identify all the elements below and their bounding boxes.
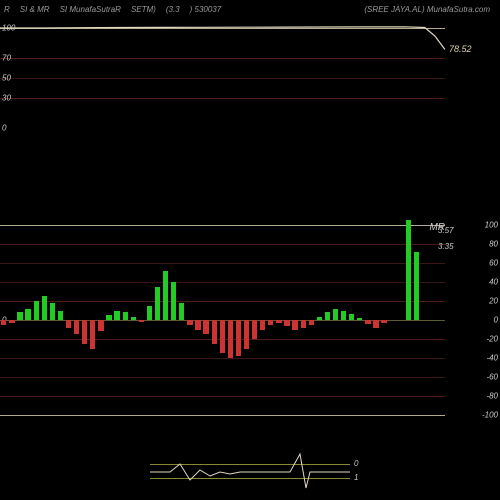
hdr-b: SI & MR xyxy=(20,5,50,14)
mr-bar xyxy=(147,306,152,320)
mr-bar xyxy=(74,320,79,334)
si-panel: 10070503078.520 xyxy=(0,18,500,128)
mr-bar xyxy=(381,320,386,323)
mr-bar xyxy=(276,320,281,323)
y-axis-label-right: -20 xyxy=(486,335,498,344)
mr-bar xyxy=(1,320,6,325)
mr-bar xyxy=(203,320,208,334)
gridline xyxy=(0,282,445,283)
mr-bar xyxy=(365,320,370,324)
y-axis-label-right: 20 xyxy=(489,297,498,306)
mr-bar xyxy=(50,303,55,320)
mr-bar xyxy=(357,318,362,320)
mr-value-label: 3.35 xyxy=(438,242,454,251)
y-axis-label-right: -80 xyxy=(486,392,498,401)
gridline xyxy=(0,244,445,245)
mr-bar xyxy=(82,320,87,344)
hdr-d: SETM) xyxy=(131,5,156,14)
gridline xyxy=(0,263,445,264)
mini-y-label: 0 xyxy=(354,459,358,468)
mr-bar xyxy=(341,311,346,321)
si-end-value: 78.52 xyxy=(449,44,472,54)
y-axis-label-right: 60 xyxy=(489,259,498,268)
mini-y-label: 1 xyxy=(354,473,358,482)
mini-panel: 01 xyxy=(150,452,350,492)
mr-bar xyxy=(106,315,111,320)
mr-bar xyxy=(220,320,225,353)
gridline xyxy=(0,225,445,226)
gridline xyxy=(0,358,445,359)
y-axis-label-right: 0 xyxy=(494,316,498,325)
hdr-c: SI MunafaSutraR xyxy=(60,5,121,14)
mr-bar xyxy=(284,320,289,326)
mr-bar xyxy=(131,317,136,320)
mr-bar xyxy=(349,314,354,320)
mr-bar xyxy=(98,320,103,331)
mr-bar xyxy=(34,301,39,320)
chart-header: R SI & MR SI MunafaSutraR SETM) (3.3 ) 5… xyxy=(0,0,500,18)
mr-bar xyxy=(17,312,22,320)
mr-bar xyxy=(90,320,95,349)
mr-panel: 1008060402000-20-40-60-80-100MR3.573.35 xyxy=(0,225,500,435)
mr-bar xyxy=(268,320,273,325)
mr-bar xyxy=(406,220,411,320)
mr-bar xyxy=(292,320,297,330)
mr-bar xyxy=(260,320,265,330)
y-axis-label-right: -60 xyxy=(486,373,498,382)
gridline xyxy=(0,396,445,397)
mr-value-label: 3.57 xyxy=(438,226,454,235)
mr-bar xyxy=(179,303,184,320)
mr-bar xyxy=(325,312,330,320)
y-axis-label-right: -100 xyxy=(482,411,498,420)
mr-bar xyxy=(187,320,192,325)
gridline xyxy=(0,415,445,416)
y-axis-label-right: 40 xyxy=(489,278,498,287)
gridline xyxy=(0,301,445,302)
mr-bar xyxy=(414,252,419,320)
mr-bar xyxy=(163,271,168,320)
y-axis-label-right: 100 xyxy=(485,221,498,230)
mr-bar xyxy=(123,312,128,320)
mr-bar xyxy=(301,320,306,328)
mr-bar xyxy=(309,320,314,325)
mr-bar xyxy=(195,320,200,330)
mr-bar xyxy=(212,320,217,344)
mr-bar xyxy=(333,309,338,320)
hdr-g: (SREE JAYA.AL) MunafaSutra.com xyxy=(364,5,490,14)
mr-bar xyxy=(244,320,249,349)
mr-bar xyxy=(139,320,144,322)
hdr-f: ) 530037 xyxy=(190,5,222,14)
mr-bar xyxy=(373,320,378,328)
y-axis-label: 0 xyxy=(2,124,6,133)
si-line xyxy=(0,18,445,128)
mr-bar xyxy=(236,320,241,356)
gridline xyxy=(0,377,445,378)
mini-line xyxy=(150,452,350,492)
hdr-e: (3.3 xyxy=(166,5,180,14)
mr-bar xyxy=(66,320,71,328)
mr-bar xyxy=(114,311,119,321)
mr-bar xyxy=(317,317,322,320)
mr-bar xyxy=(58,311,63,321)
y-axis-label-right: -40 xyxy=(486,354,498,363)
mr-bar xyxy=(171,282,176,320)
mr-bar xyxy=(155,287,160,320)
y-axis-label-right: 80 xyxy=(489,240,498,249)
mr-bar xyxy=(25,309,30,320)
hdr-a: R xyxy=(4,5,10,14)
mr-bar xyxy=(252,320,257,339)
mr-bar xyxy=(9,320,14,323)
mr-bar xyxy=(228,320,233,358)
mr-bar xyxy=(42,296,47,320)
